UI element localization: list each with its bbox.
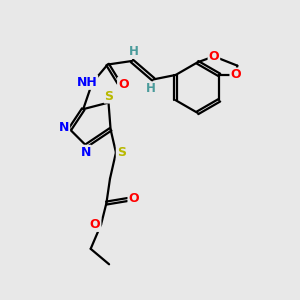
Text: O: O [90, 218, 101, 231]
Text: N: N [59, 122, 69, 134]
Text: O: O [128, 192, 139, 206]
Text: S: S [117, 146, 126, 159]
Text: O: O [118, 78, 129, 91]
Text: H: H [146, 82, 155, 95]
Text: N: N [80, 146, 91, 159]
Text: O: O [230, 68, 241, 82]
Text: S: S [105, 90, 114, 103]
Text: O: O [208, 50, 219, 63]
Text: NH: NH [76, 76, 97, 89]
Text: H: H [128, 45, 138, 58]
